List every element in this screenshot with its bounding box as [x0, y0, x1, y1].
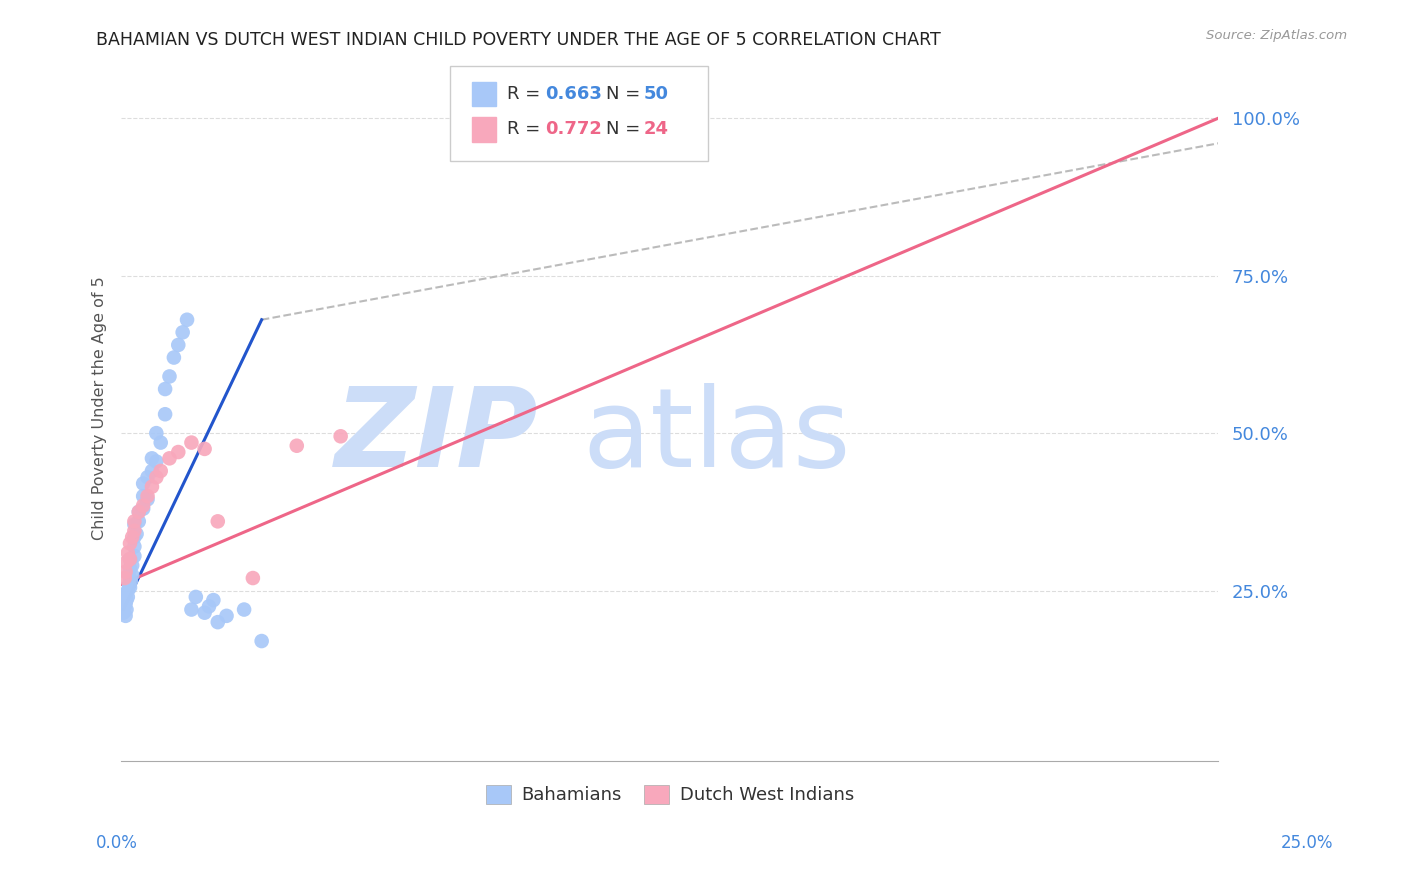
Point	[141, 480, 163, 494]
Point	[132, 501, 155, 516]
Point	[114, 608, 136, 623]
Point	[124, 524, 146, 538]
Point	[145, 454, 167, 468]
Point	[124, 549, 146, 563]
Point	[136, 470, 159, 484]
Point	[198, 599, 221, 614]
Point	[128, 505, 150, 519]
Text: R =: R =	[508, 120, 547, 138]
Point	[250, 634, 273, 648]
Point	[285, 439, 308, 453]
Point	[121, 558, 143, 573]
Point	[114, 587, 136, 601]
Point	[118, 536, 141, 550]
Point	[145, 470, 167, 484]
Point	[167, 338, 190, 352]
Point	[117, 583, 139, 598]
Point	[176, 312, 198, 326]
Point	[128, 514, 150, 528]
Point	[118, 552, 141, 566]
Point	[117, 546, 139, 560]
Point	[202, 593, 225, 607]
Point	[114, 571, 136, 585]
Point	[149, 464, 172, 478]
Bar	[472, 81, 496, 106]
Point	[118, 577, 141, 591]
Point	[121, 530, 143, 544]
Point	[172, 326, 194, 340]
Text: R =: R =	[508, 85, 547, 103]
Point	[242, 571, 264, 585]
Point	[149, 435, 172, 450]
Point	[141, 464, 163, 478]
Point	[132, 489, 155, 503]
Point	[132, 476, 155, 491]
Y-axis label: Child Poverty Under the Age of 5: Child Poverty Under the Age of 5	[93, 276, 107, 540]
Point	[115, 602, 138, 616]
Point	[118, 552, 141, 566]
Point	[153, 382, 176, 396]
Text: N =: N =	[606, 120, 647, 138]
Point	[153, 407, 176, 421]
Point	[114, 596, 136, 610]
Point	[167, 445, 190, 459]
Point	[207, 615, 229, 629]
Text: 24: 24	[644, 120, 668, 138]
Point	[194, 442, 217, 456]
Point	[207, 514, 229, 528]
Point	[145, 426, 167, 441]
Point	[132, 499, 155, 513]
Point	[114, 599, 136, 614]
Point	[125, 527, 148, 541]
Point	[180, 435, 202, 450]
Point	[118, 581, 141, 595]
Text: BAHAMIAN VS DUTCH WEST INDIAN CHILD POVERTY UNDER THE AGE OF 5 CORRELATION CHART: BAHAMIAN VS DUTCH WEST INDIAN CHILD POVE…	[96, 31, 941, 49]
Point	[184, 590, 207, 604]
Legend: Bahamians, Dutch West Indians: Bahamians, Dutch West Indians	[478, 778, 862, 812]
Point	[124, 530, 146, 544]
Text: 25.0%: 25.0%	[1281, 834, 1333, 852]
Text: Source: ZipAtlas.com: Source: ZipAtlas.com	[1206, 29, 1347, 42]
Point	[128, 505, 150, 519]
FancyBboxPatch shape	[450, 66, 709, 161]
Text: N =: N =	[606, 85, 647, 103]
Text: 0.663: 0.663	[544, 85, 602, 103]
Point	[124, 517, 146, 532]
Point	[637, 111, 659, 125]
Point	[118, 571, 141, 585]
Point	[136, 489, 159, 503]
Point	[112, 606, 135, 620]
Bar	[472, 117, 496, 142]
Point	[159, 369, 181, 384]
Text: 50: 50	[644, 85, 668, 103]
Point	[114, 565, 136, 579]
Text: 0.0%: 0.0%	[96, 834, 138, 852]
Text: 0.772: 0.772	[544, 120, 602, 138]
Point	[115, 555, 138, 569]
Point	[233, 602, 256, 616]
Point	[124, 514, 146, 528]
Point	[159, 451, 181, 466]
Point	[136, 492, 159, 507]
Point	[194, 606, 217, 620]
Point	[329, 429, 352, 443]
Point	[163, 351, 186, 365]
Text: ZIP: ZIP	[335, 383, 538, 490]
Point	[180, 602, 202, 616]
Point	[121, 568, 143, 582]
Point	[215, 608, 238, 623]
Point	[117, 590, 139, 604]
Point	[115, 593, 138, 607]
Point	[118, 561, 141, 575]
Point	[120, 574, 142, 589]
Point	[124, 540, 146, 554]
Text: atlas: atlas	[582, 383, 851, 490]
Point	[141, 451, 163, 466]
